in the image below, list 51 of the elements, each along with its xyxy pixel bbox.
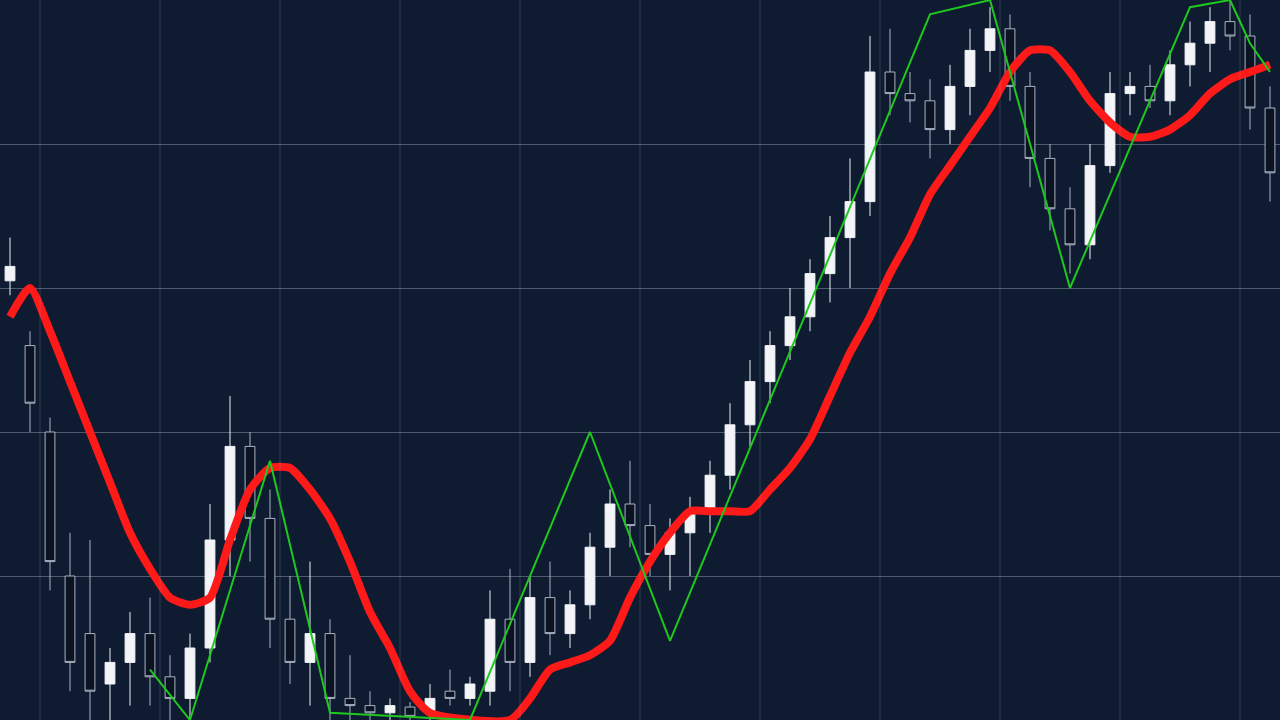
- candlestick: [1164, 49, 1176, 116]
- candlestick: [1044, 143, 1056, 231]
- candlestick: [544, 561, 556, 656]
- candlestick: [1084, 143, 1096, 260]
- candlestick: [584, 532, 596, 620]
- candlestick: [1124, 71, 1136, 116]
- candlestick: [484, 589, 496, 707]
- candlestick: [524, 575, 536, 678]
- candlestick: [64, 532, 76, 692]
- candlestick: [1224, 0, 1236, 51]
- candlestick: [864, 35, 876, 217]
- candlestick: [944, 64, 956, 145]
- candlestick: [304, 561, 316, 707]
- candlestick: [884, 28, 896, 116]
- candlestick: [464, 676, 476, 707]
- candlestick: [764, 330, 776, 404]
- candlestick: [404, 701, 416, 720]
- candlestick: [384, 697, 396, 720]
- candlestick: [364, 690, 376, 720]
- candlestick: [324, 618, 336, 720]
- candlestick: [164, 654, 176, 720]
- candlestick: [44, 417, 56, 591]
- candlestick: [1204, 6, 1216, 73]
- candlestick: [744, 359, 756, 447]
- candlestick: [104, 647, 116, 720]
- candlestick: [924, 78, 936, 159]
- candlestick: [124, 611, 136, 707]
- candlestick: [624, 460, 636, 548]
- candlestick: [844, 157, 856, 289]
- candlestick: [444, 669, 456, 707]
- candlestick: [724, 402, 736, 491]
- candlestick: [1064, 186, 1076, 275]
- candlestick: [504, 568, 516, 692]
- candlestick: [644, 503, 656, 577]
- candlestick: [344, 654, 356, 720]
- candlestick: [904, 71, 916, 123]
- candlestick: [1264, 85, 1276, 203]
- candlestick: [264, 489, 276, 649]
- candlestick: [1024, 71, 1036, 188]
- candlestick: [784, 287, 796, 361]
- candlestick: [964, 28, 976, 116]
- candlestick: [84, 539, 96, 720]
- candlestick: [284, 575, 296, 685]
- candlestick: [564, 589, 576, 649]
- candlestick: [984, 6, 996, 73]
- candlestick: [4, 237, 16, 296]
- candlestick: [24, 330, 36, 433]
- candlestick: [144, 597, 156, 707]
- candlestick: [184, 633, 196, 720]
- candlestick: [1184, 21, 1196, 87]
- candlestick: [604, 489, 616, 577]
